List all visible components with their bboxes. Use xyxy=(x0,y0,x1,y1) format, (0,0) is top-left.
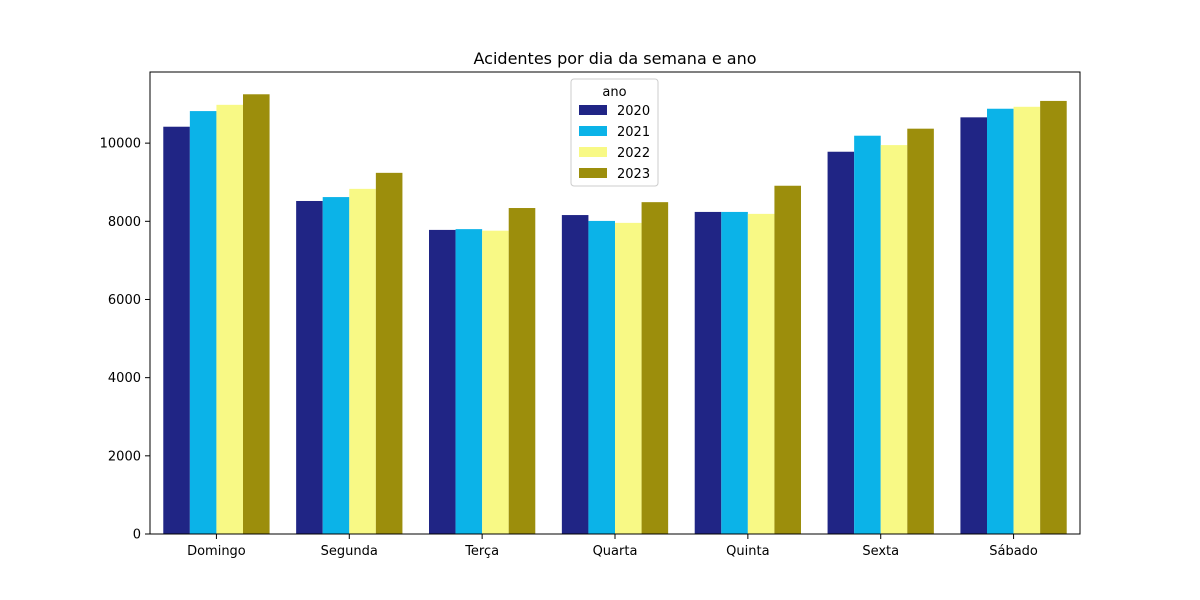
bar-2023-4 xyxy=(774,185,801,534)
bar-2021-0 xyxy=(189,111,217,534)
bar-2023-0 xyxy=(243,94,270,535)
legend: ano 2020 2021 2022 2023 xyxy=(570,78,659,187)
bar-2022-1 xyxy=(349,188,376,534)
bar-2021-5 xyxy=(854,135,881,534)
x-tick-label: Sábado xyxy=(989,544,1038,559)
legend-swatch-2022 xyxy=(579,147,607,157)
x-axis: Domingo Segunda Terça Quarta Quinta Sexta Sába… xyxy=(187,534,1038,559)
legend-swatch-2023 xyxy=(579,168,607,178)
bar-2020-4 xyxy=(694,211,722,534)
y-tick-label: 10000 xyxy=(100,137,141,152)
x-tick-label: Terça xyxy=(464,544,499,559)
bar-2020-2 xyxy=(429,229,456,534)
bar-2022-0 xyxy=(216,104,243,534)
legend-label-2021: 2021 xyxy=(617,125,650,140)
y-tick-label: 4000 xyxy=(108,371,141,386)
bar-2022-3 xyxy=(615,222,642,534)
y-axis: 0 2000 4000 6000 8000 10000 xyxy=(100,137,150,543)
bar-2020-5 xyxy=(827,151,855,535)
bar-2023-6 xyxy=(1040,100,1067,534)
bar-2023-2 xyxy=(508,208,536,534)
y-tick-label: 2000 xyxy=(108,449,141,464)
x-tick-label: Sexta xyxy=(862,544,899,559)
bar-2021-4 xyxy=(721,211,748,534)
bar-2023-5 xyxy=(907,128,934,535)
bar-2020-6 xyxy=(960,117,987,535)
bar-2020-0 xyxy=(163,126,190,534)
legend-label-2022: 2022 xyxy=(617,146,650,161)
bar-2021-3 xyxy=(588,220,615,535)
y-tick-label: 8000 xyxy=(108,215,141,230)
bar-2022-6 xyxy=(1013,106,1041,534)
y-tick-label: 0 xyxy=(133,528,141,543)
bar-2021-1 xyxy=(322,197,350,534)
legend-title: ano xyxy=(602,85,626,100)
bar-2021-2 xyxy=(455,229,483,535)
bar-2021-6 xyxy=(987,108,1014,534)
x-tick-label: Quarta xyxy=(593,544,638,559)
chart-title: Acidentes por dia da semana e ano xyxy=(474,49,757,68)
bar-2022-2 xyxy=(482,230,509,534)
legend-label-2023: 2023 xyxy=(617,167,650,182)
x-tick-label: Segunda xyxy=(321,544,378,559)
bar-2020-1 xyxy=(296,200,323,534)
bars-layer xyxy=(163,94,1067,535)
bar-2023-3 xyxy=(641,202,669,535)
bar-2022-4 xyxy=(747,213,775,535)
x-tick-label: Quinta xyxy=(726,544,769,559)
bar-2022-5 xyxy=(880,145,908,534)
bar-2020-3 xyxy=(561,215,589,534)
y-tick-label: 6000 xyxy=(108,293,141,308)
legend-label-2020: 2020 xyxy=(617,104,650,119)
x-tick-label: Domingo xyxy=(187,544,246,559)
legend-swatch-2020 xyxy=(579,105,607,115)
bar-2023-1 xyxy=(375,172,403,534)
legend-swatch-2021 xyxy=(579,126,607,136)
